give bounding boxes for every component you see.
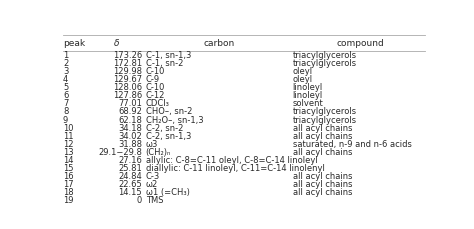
Text: triacylglycerols: triacylglycerols [292, 59, 356, 68]
Text: compound: compound [337, 39, 384, 48]
Text: 16: 16 [63, 171, 73, 180]
Text: C-2, sn-1,3: C-2, sn-1,3 [146, 131, 191, 140]
Text: triacylglycerols: triacylglycerols [292, 51, 356, 60]
Text: 14: 14 [63, 155, 73, 164]
Text: C-2, sn-2: C-2, sn-2 [146, 123, 183, 132]
Text: 128.06: 128.06 [113, 83, 142, 92]
Text: 68.92: 68.92 [118, 107, 142, 116]
Text: solvent: solvent [292, 99, 323, 108]
Text: 17: 17 [63, 179, 73, 188]
Text: ω1 (=CH₃): ω1 (=CH₃) [146, 187, 190, 196]
Text: 4: 4 [63, 75, 68, 84]
Text: triacylglycerols: triacylglycerols [292, 107, 356, 116]
Text: all acyl chains: all acyl chains [292, 179, 352, 188]
Text: oleyl: oleyl [292, 75, 313, 84]
Text: saturated, n-9 and n-6 acids: saturated, n-9 and n-6 acids [292, 139, 411, 148]
Text: 3: 3 [63, 67, 68, 76]
Text: all acyl chains: all acyl chains [292, 131, 352, 140]
Text: all acyl chains: all acyl chains [292, 171, 352, 180]
Text: 77.01: 77.01 [118, 99, 142, 108]
Text: C-12: C-12 [146, 91, 165, 100]
Text: oleyl: oleyl [292, 67, 313, 76]
Text: peak: peak [63, 39, 85, 48]
Text: C-3: C-3 [146, 171, 160, 180]
Text: 7: 7 [63, 99, 68, 108]
Text: 34.02: 34.02 [118, 131, 142, 140]
Text: diallylic: C-11 linoleyl, C-11=C-14 linolenyl: diallylic: C-11 linoleyl, C-11=C-14 lino… [146, 163, 324, 172]
Text: 12: 12 [63, 139, 73, 148]
Text: all acyl chains: all acyl chains [292, 147, 352, 156]
Text: 15: 15 [63, 163, 73, 172]
Text: δ: δ [113, 39, 119, 48]
Text: all acyl chains: all acyl chains [292, 187, 352, 196]
Text: allylic: C-8=C-11 oleyl, C-8=C-14 linoleyl: allylic: C-8=C-11 oleyl, C-8=C-14 linole… [146, 155, 317, 164]
Text: 129.67: 129.67 [113, 75, 142, 84]
Text: carbon: carbon [203, 39, 235, 48]
Text: C-10: C-10 [146, 67, 165, 76]
Text: 13: 13 [63, 147, 73, 156]
Text: 173.26: 173.26 [113, 51, 142, 60]
Text: 31.88: 31.88 [118, 139, 142, 148]
Text: 22.65: 22.65 [118, 179, 142, 188]
Text: 1: 1 [63, 51, 68, 60]
Text: 172.81: 172.81 [113, 59, 142, 68]
Text: (CH₂)ₙ: (CH₂)ₙ [146, 147, 171, 156]
Text: ω3: ω3 [146, 139, 158, 148]
Text: 2: 2 [63, 59, 68, 68]
Text: 24.84: 24.84 [118, 171, 142, 180]
Text: C-1, sn-2: C-1, sn-2 [146, 59, 183, 68]
Text: 62.18: 62.18 [118, 115, 142, 124]
Text: all acyl chains: all acyl chains [292, 123, 352, 132]
Text: 0: 0 [137, 195, 142, 204]
Text: 8: 8 [63, 107, 68, 116]
Text: 9: 9 [63, 115, 68, 124]
Text: TMS: TMS [146, 195, 163, 204]
Text: 127.86: 127.86 [113, 91, 142, 100]
Text: C-1, sn-1,3: C-1, sn-1,3 [146, 51, 191, 60]
Text: CH₂O–, sn-1,3: CH₂O–, sn-1,3 [146, 115, 203, 124]
Text: CHO–, sn-2: CHO–, sn-2 [146, 107, 192, 116]
Text: triacylglycerols: triacylglycerols [292, 115, 356, 124]
Text: 5: 5 [63, 83, 68, 92]
Text: linoleyl: linoleyl [292, 91, 323, 100]
Text: 11: 11 [63, 131, 73, 140]
Text: 129.98: 129.98 [113, 67, 142, 76]
Text: 14.15: 14.15 [118, 187, 142, 196]
Text: 25.81: 25.81 [118, 163, 142, 172]
Text: CDCl₃: CDCl₃ [146, 99, 169, 108]
Text: ω2: ω2 [146, 179, 158, 188]
Text: 29.1−29.8: 29.1−29.8 [98, 147, 142, 156]
Text: 27.16: 27.16 [118, 155, 142, 164]
Text: 19: 19 [63, 195, 73, 204]
Text: 10: 10 [63, 123, 73, 132]
Text: 34.18: 34.18 [118, 123, 142, 132]
Text: 6: 6 [63, 91, 68, 100]
Text: C-9: C-9 [146, 75, 160, 84]
Text: C-10: C-10 [146, 83, 165, 92]
Text: linoleyl: linoleyl [292, 83, 323, 92]
Text: 18: 18 [63, 187, 73, 196]
